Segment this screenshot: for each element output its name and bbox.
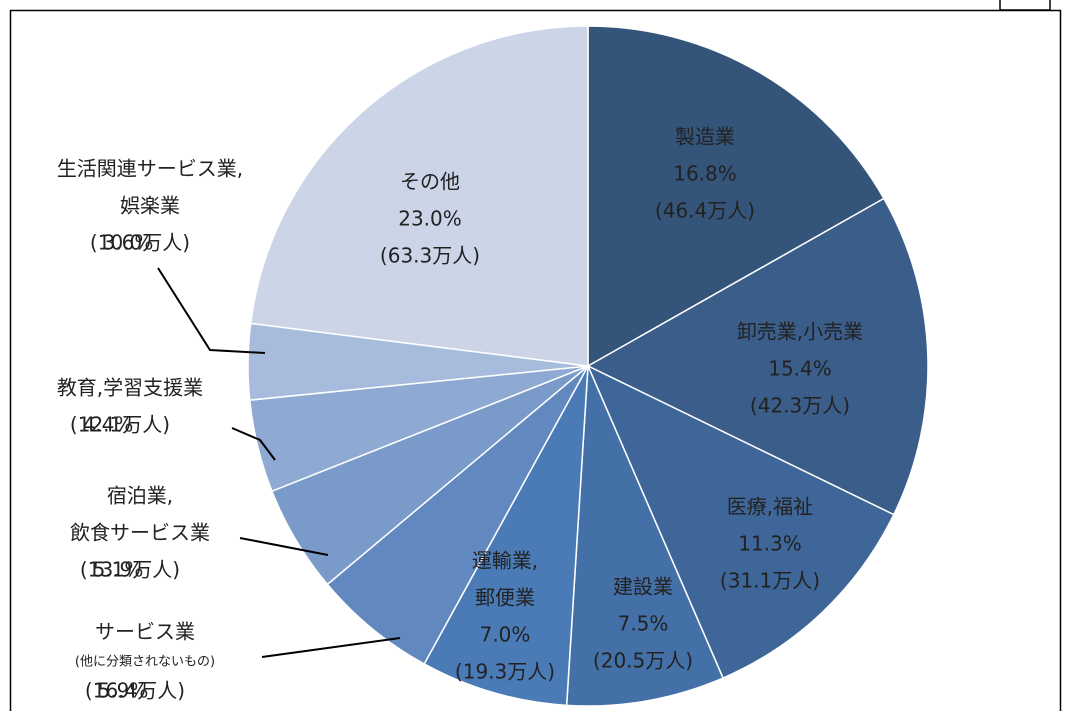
slice-label: 生活関連サービス業, bbox=[57, 157, 243, 181]
pie-slice bbox=[326, 365, 589, 665]
pie-slice bbox=[565, 365, 725, 707]
value-label: 23.0% bbox=[398, 207, 462, 231]
slice-label: 飲食サービス業 bbox=[70, 521, 210, 545]
count-label: (31.1万人) bbox=[720, 569, 820, 593]
count-label: (42.3万人) bbox=[750, 394, 850, 418]
count-label: (16.4万人) bbox=[85, 679, 185, 703]
slice-label: 建設業 bbox=[613, 575, 673, 599]
count-label: (63.3万人) bbox=[380, 244, 480, 268]
slice-label: サービス業 bbox=[95, 620, 195, 644]
count-label: (19.3万人) bbox=[455, 660, 555, 684]
corner-box bbox=[999, 0, 1051, 11]
count-label: (46.4万人) bbox=[655, 199, 755, 223]
pie-slice bbox=[587, 25, 885, 368]
slice-label: その他 bbox=[400, 170, 460, 194]
slice-label: 運輸業, bbox=[472, 549, 538, 573]
pie-slice bbox=[249, 25, 589, 367]
count-label: (20.5万人) bbox=[593, 649, 693, 673]
slice-label: 卸売業,小売業 bbox=[737, 320, 863, 344]
value-label: 5.9% bbox=[98, 679, 149, 703]
count-label: (13.9万人) bbox=[80, 558, 180, 582]
value-label: 11.3% bbox=[738, 532, 802, 556]
slice-label: 宿泊業, bbox=[107, 484, 173, 508]
value-label: 5.1% bbox=[93, 558, 144, 582]
slice-label: 医療,福祉 bbox=[727, 495, 813, 519]
pie-slice bbox=[423, 365, 589, 707]
value-label: 7.0% bbox=[480, 623, 531, 647]
value-label: 15.4% bbox=[768, 357, 832, 381]
slice-label: 郵便業 bbox=[475, 586, 535, 610]
count-label: (12.1万人) bbox=[70, 413, 170, 437]
value-label: 4.4% bbox=[83, 413, 134, 437]
leader-line bbox=[261, 637, 401, 658]
slice-label: 教育,学習支援業 bbox=[57, 376, 203, 400]
pie-slice bbox=[586, 197, 929, 516]
slice-label: 娯楽業 bbox=[120, 194, 180, 218]
leader-line bbox=[239, 537, 329, 556]
count-label: (10.0万人) bbox=[90, 231, 190, 255]
leader-lines bbox=[157, 267, 401, 658]
value-label: 3.6% bbox=[103, 231, 154, 255]
value-label: 16.8% bbox=[673, 162, 737, 186]
value-label: 7.5% bbox=[618, 612, 669, 636]
pie-slice bbox=[586, 364, 895, 680]
slice-label: 製造業 bbox=[675, 125, 735, 149]
leader-line bbox=[157, 267, 266, 354]
slice-label: (他に分類されないもの) bbox=[75, 655, 215, 670]
leader-line bbox=[231, 427, 276, 461]
